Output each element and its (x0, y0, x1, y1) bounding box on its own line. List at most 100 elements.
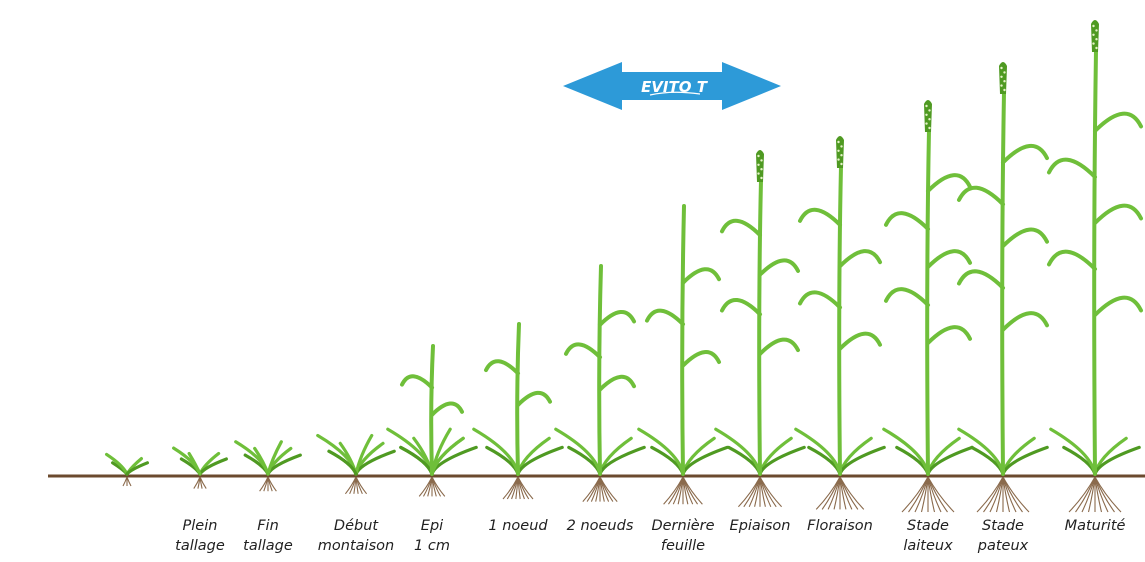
stage-label-s8: Dernière feuille (633, 516, 733, 556)
stem (597, 264, 603, 476)
stage-label-s5: Epi 1 cm (382, 516, 482, 556)
stage-label-s6: 1 noeud (468, 516, 568, 536)
grain-dot (840, 145, 843, 148)
stem-leaf (798, 207, 842, 227)
badge-label: EVITO T (641, 78, 709, 96)
stem-leaf (720, 298, 762, 317)
grain-dot (928, 109, 931, 112)
plant-s8 (637, 204, 729, 505)
plant-s6 (472, 322, 564, 500)
grain-dot (760, 159, 763, 162)
stem-leaf (838, 331, 882, 351)
stage-label-s9: Epiaison (710, 516, 810, 536)
stage-label-line: Dernière (651, 518, 715, 534)
root (663, 476, 684, 505)
stem-leaf (400, 374, 434, 390)
plant-s10 (794, 136, 886, 510)
stage-label-line: Epiaison (729, 518, 791, 534)
stage-label-line: montaison (317, 538, 395, 554)
stage-label-line: Floraison (807, 518, 873, 534)
stage-label-line: 1 noeud (488, 518, 548, 534)
ear (924, 100, 932, 132)
grain-dot (840, 154, 843, 157)
root (517, 476, 534, 500)
stage-label-line: Maturité (1064, 518, 1126, 534)
grain-dot (925, 104, 928, 108)
stem-leaf (1001, 311, 1049, 332)
plant-s7 (554, 264, 646, 502)
plant-s1 (105, 452, 149, 487)
root (682, 476, 703, 505)
plant-s13 (1047, 20, 1143, 513)
root (582, 476, 601, 502)
grain-dot (1092, 24, 1095, 28)
grain-dot (1000, 66, 1003, 70)
ear-body (836, 136, 844, 168)
grain-dot (837, 158, 840, 161)
basal-leaf (266, 440, 283, 476)
root (431, 476, 446, 497)
stage-label-line: feuille (660, 538, 706, 554)
root (976, 476, 1004, 513)
root (1068, 476, 1096, 513)
ear (756, 150, 764, 182)
plant-s5 (386, 344, 478, 497)
stage-label-line: Stade (907, 518, 949, 534)
stem-leaf (681, 267, 721, 285)
stage-label-line: pateux (977, 538, 1029, 554)
stem-leaf (484, 359, 520, 376)
root (815, 476, 841, 510)
stage-label-s2: Plein tallage (150, 516, 250, 556)
root (599, 476, 618, 502)
ear (1091, 20, 1099, 52)
stem-leaf (957, 269, 1005, 290)
grain-dot (925, 122, 928, 125)
stage-label-line: Fin (257, 518, 279, 534)
root (199, 476, 207, 489)
root (355, 476, 368, 495)
stage-label-line: Stade (982, 518, 1024, 534)
grain-dot (1092, 42, 1095, 45)
root (267, 476, 277, 492)
stem-leaf (720, 218, 762, 238)
grain-dot (1095, 46, 1098, 50)
stage-label-line: Epi (420, 518, 444, 534)
root (759, 476, 783, 508)
grain-dot (928, 118, 931, 121)
stem-leaf (430, 401, 464, 417)
root (839, 476, 865, 510)
stem-leaf (564, 342, 602, 360)
grain-dot (1003, 71, 1006, 74)
grain-dot (1003, 88, 1006, 92)
plant-s3 (234, 440, 302, 492)
badge-swoosh (649, 91, 701, 96)
stem-leaf (1047, 157, 1097, 179)
ear-body (999, 62, 1007, 94)
stem (515, 322, 521, 476)
plant-s12 (957, 62, 1049, 513)
stage-label-line: 2 noeuds (566, 518, 634, 534)
basal-leaf (354, 433, 374, 476)
basal-leaf (327, 449, 358, 476)
plant-s4 (316, 433, 396, 495)
grain-dot (757, 163, 760, 166)
ear-body (924, 100, 932, 132)
stem-leaf (884, 287, 930, 307)
stage-label-s13: Maturité (1045, 516, 1145, 536)
stem (1000, 90, 1006, 476)
stem-leaf (926, 325, 972, 345)
double-arrow-icon (563, 62, 781, 110)
stem-leaf (758, 337, 800, 356)
stage-label-s12: Stade pateux (953, 516, 1053, 556)
grain-dot (1000, 75, 1003, 79)
grain-dot (925, 113, 928, 117)
stem-leaf (1001, 227, 1049, 249)
stage-label-line: laiteux (903, 538, 953, 554)
stem-leaf (926, 249, 972, 269)
stem (757, 178, 763, 476)
root (259, 476, 269, 492)
grain-dot (840, 162, 843, 166)
stem-leaf (1001, 144, 1049, 165)
stage-label-line: Plein (182, 518, 218, 534)
